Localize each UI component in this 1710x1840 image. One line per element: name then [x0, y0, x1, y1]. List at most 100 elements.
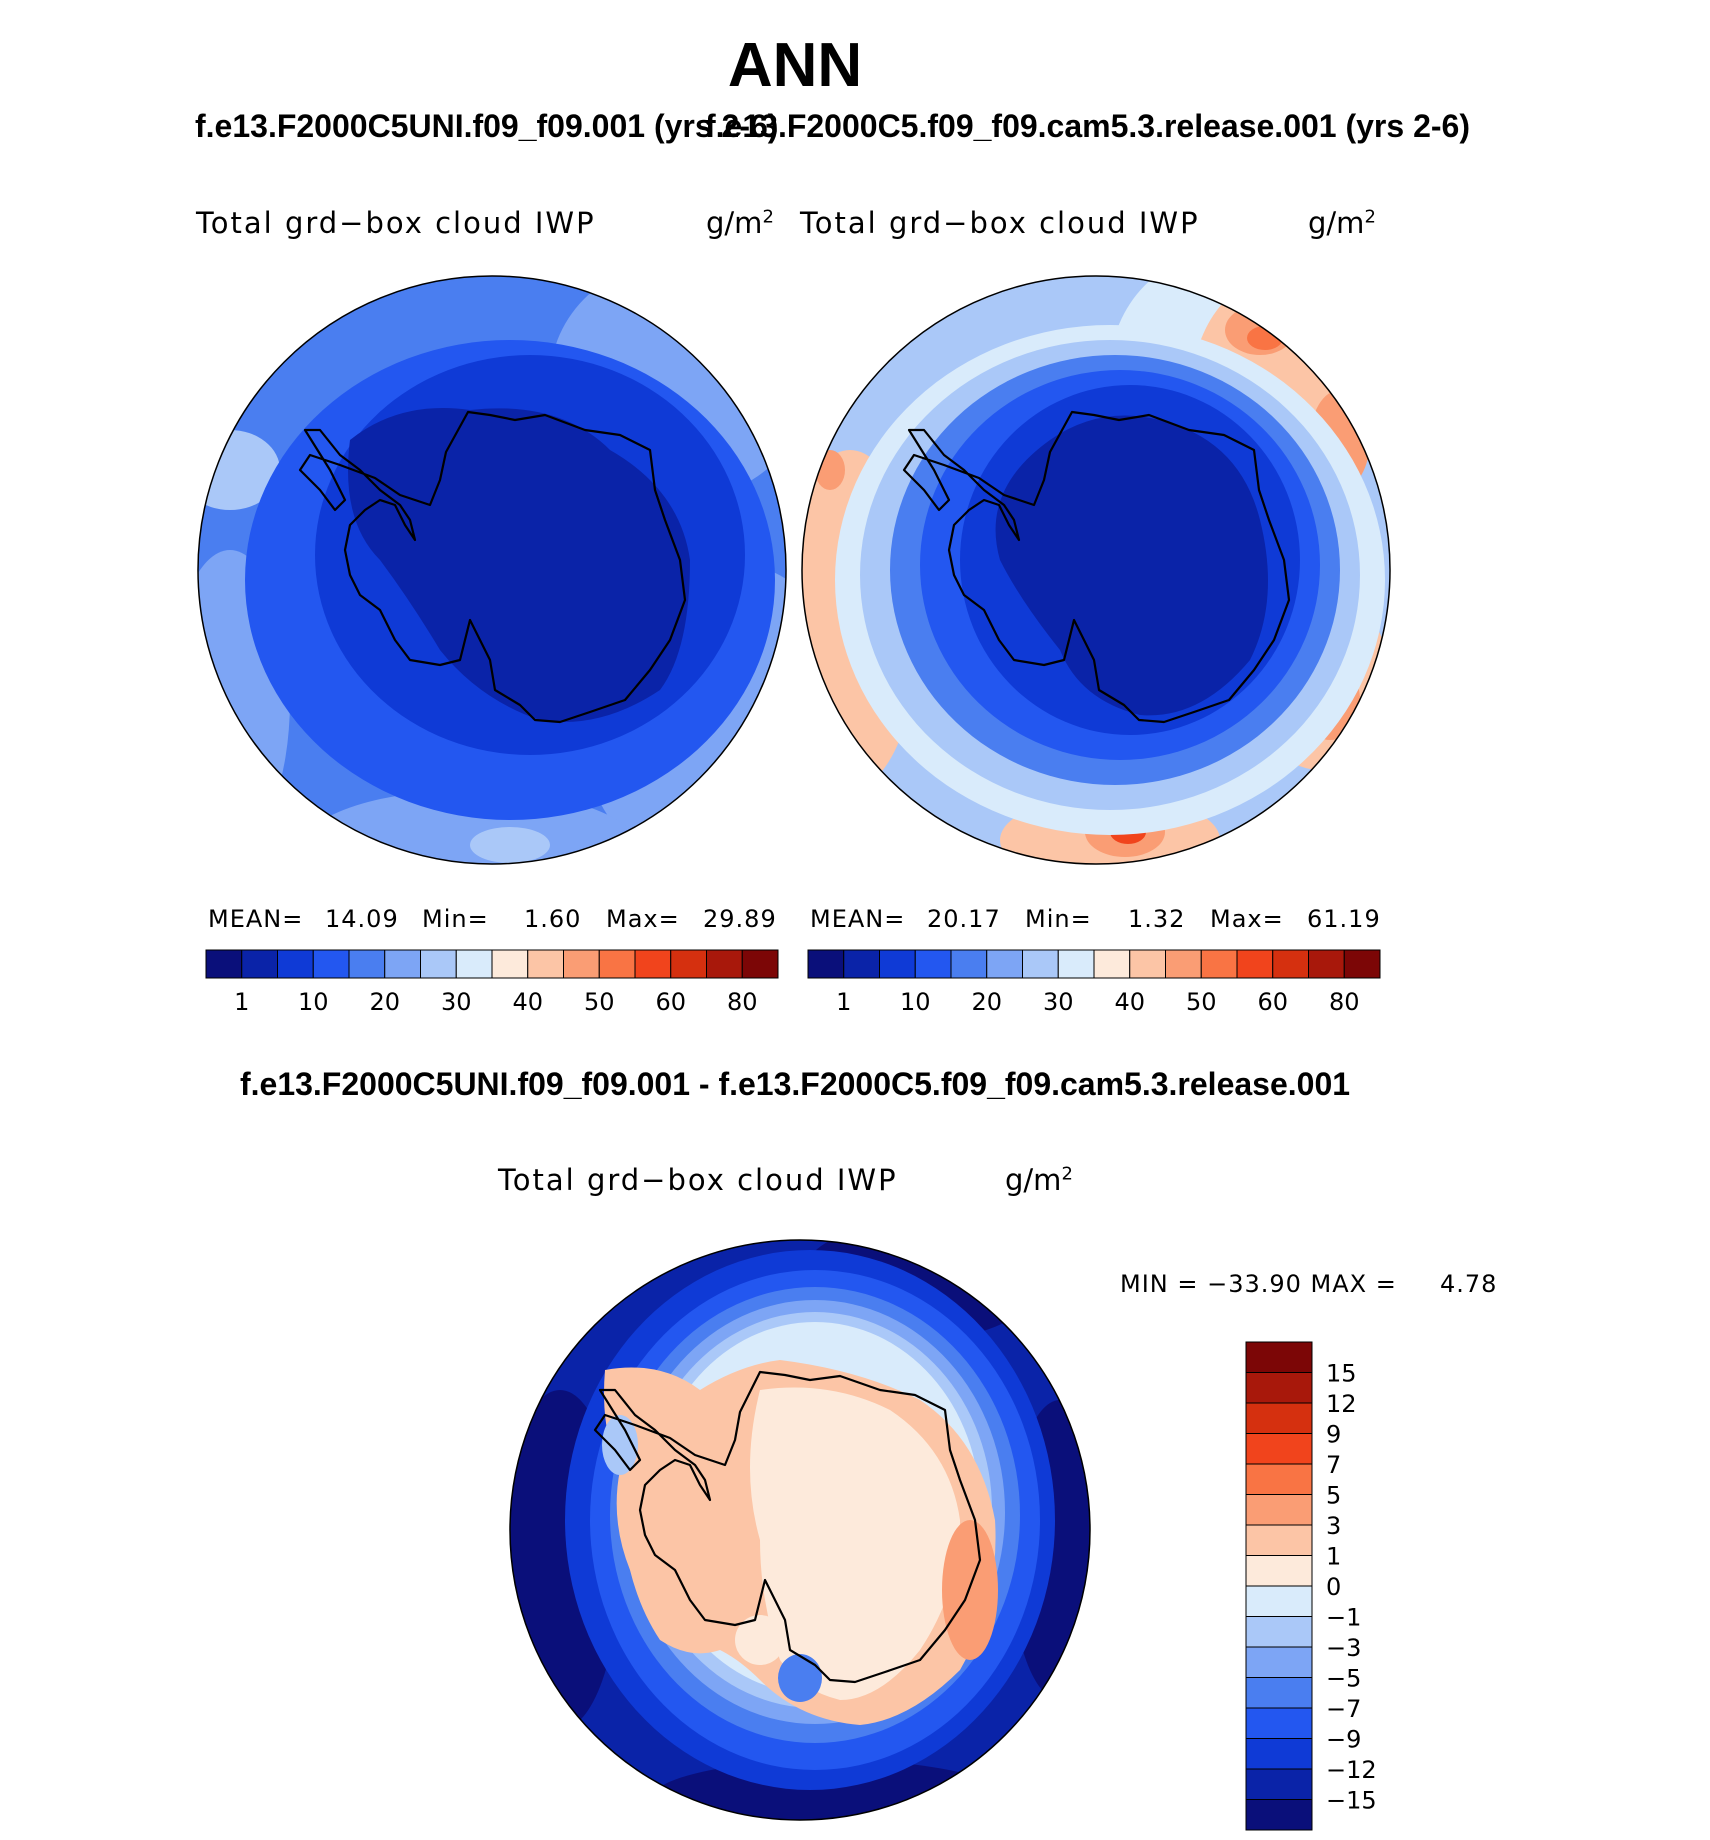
diff-colorbar-tick-label: 7: [1326, 1451, 1341, 1479]
diff-colorbar-swatch: [1245, 1677, 1313, 1709]
panel2-min-value: 1.32: [1128, 905, 1186, 933]
diff-colorbar-tick-label: −15: [1326, 1787, 1377, 1815]
panel2-colorbar-tick-label: 10: [900, 988, 931, 1016]
diff-map-border: [509, 1239, 1091, 1821]
panel1-colorbar-tick-label: 30: [441, 988, 472, 1016]
diff-colorbar-swatch: [1245, 1433, 1313, 1465]
panel2-colorbar: 1 10 20 30 40 50 60 80: [807, 949, 1381, 1016]
panel1-min-value: 1.60: [524, 905, 582, 933]
panel1-map-border: [197, 275, 787, 865]
panel1-max-label: Max=: [606, 905, 680, 933]
diff-colorbar-swatch: [1245, 1799, 1313, 1831]
panel2-colorbar-swatch: [1200, 949, 1238, 979]
panel2-colorbar-swatch: [1093, 949, 1131, 979]
panel1-colorbar-tick-label: 80: [727, 988, 758, 1016]
panel1-colorbar-swatch: [563, 949, 600, 979]
panel1-colorbar-swatch: [491, 949, 529, 979]
panel1-min-label: Min=: [422, 905, 489, 933]
panel1-colorbar-tick-label: 40: [512, 988, 543, 1016]
panel1-colorbar-swatch: [348, 949, 386, 979]
panel1-colorbar-swatch: [241, 949, 278, 979]
panel2-map-border: [801, 275, 1391, 865]
panel2-mean-label: MEAN=: [810, 905, 906, 933]
diff-case-title: f.e13.F2000C5UNI.f09_f09.001 - f.e13.F20…: [239, 1066, 1351, 1102]
panel1-variable-label: Total grd−box cloud IWP: [196, 206, 596, 240]
diff-colorbar-swatch: [1245, 1738, 1313, 1770]
diff-colorbar-tick-label: 3: [1326, 1512, 1341, 1540]
panel2-colorbar-swatch: [1165, 949, 1202, 979]
main-title: ANN: [727, 31, 863, 100]
panel1-colorbar-tick-label: 20: [369, 988, 400, 1016]
panel1-mean-value: 14.09: [325, 905, 399, 933]
diff-colorbar-swatch: [1245, 1555, 1313, 1587]
panel2-colorbar-swatch: [1236, 949, 1274, 979]
diff-minmax-text: MIN = −33.90 MAX = 4.78: [1120, 1270, 1498, 1298]
panel2-max-value: 61.19: [1307, 905, 1381, 933]
diff-colorbar-tick-label: 0: [1326, 1573, 1341, 1601]
panel2-variable-label: Total grd−box cloud IWP: [800, 206, 1200, 240]
diff-colorbar-tick-label: −7: [1326, 1695, 1361, 1723]
panel1-colorbar-swatch: [277, 949, 314, 979]
panel1-colorbar-swatch: [420, 949, 457, 979]
panel1-colorbar-tick-label: 50: [584, 988, 615, 1016]
diff-colorbar-tick-label: 12: [1326, 1390, 1357, 1418]
panel2-colorbar-swatch: [807, 949, 845, 979]
diff-colorbar-swatch: [1245, 1372, 1313, 1404]
panel2-colorbar-tick-label: 30: [1043, 988, 1074, 1016]
panel1-coastline: [298, 410, 687, 724]
panel1-colorbar-swatch: [205, 949, 243, 979]
diff-colorbar-tick-label: 9: [1326, 1421, 1341, 1449]
diff-colorbar-swatch: [1245, 1494, 1313, 1526]
panel2-colorbar-tick-label: 1: [836, 988, 851, 1016]
panel2-colorbar-swatch: [1343, 949, 1381, 979]
diff-colorbar-tick-label: 5: [1326, 1482, 1341, 1510]
panel2-colorbar-tick-label: 60: [1257, 988, 1288, 1016]
diff-colorbar-swatch: [1245, 1707, 1313, 1739]
panel2-colorbar-tick-label: 40: [1114, 988, 1145, 1016]
diff-colorbar-tick-label: −9: [1326, 1726, 1361, 1754]
panel1-colorbar-swatch: [312, 949, 350, 979]
diff-colorbar-tick-label: −12: [1326, 1756, 1377, 1784]
panel1-map: [198, 276, 786, 864]
panel1-units-label: g/m2: [706, 206, 774, 240]
panel2-colorbar-tick-label: 80: [1329, 988, 1360, 1016]
panel2-colorbar-swatch: [843, 949, 880, 979]
diff-map: [510, 1240, 1090, 1820]
panel1-colorbar-tick-label: 1: [234, 988, 249, 1016]
diff-colorbar-swatch: [1245, 1524, 1313, 1556]
panel2-max-label: Max=: [1210, 905, 1284, 933]
panel2-colorbar-tick-label: 50: [1186, 988, 1217, 1016]
panel2-colorbar-swatch: [879, 949, 916, 979]
diff-colorbar-tick-label: 15: [1326, 1360, 1357, 1388]
diff-colorbar-swatch: [1245, 1463, 1313, 1495]
panel1-max-value: 29.89: [703, 905, 777, 933]
panel2-colorbar-swatch: [914, 949, 952, 979]
panel2-colorbar-swatch: [986, 949, 1023, 979]
panel1-colorbar-swatch: [384, 949, 421, 979]
panel1-colorbar: 1 10 20 30 40 50 60 80: [205, 949, 779, 1016]
diff-colorbar-tick-label: −5: [1326, 1665, 1361, 1693]
panel1-colorbar-swatch: [706, 949, 743, 979]
diff-colorbar-swatch: [1245, 1402, 1313, 1434]
diff-variable-label: Total grd−box cloud IWP: [498, 1163, 898, 1197]
diff-colorbar-swatch: [1245, 1768, 1313, 1800]
panel2-map: [802, 276, 1390, 864]
panel2-colorbar-swatch: [1272, 949, 1309, 979]
panel1-mean-label: MEAN=: [208, 905, 304, 933]
diff-colorbar-swatch: [1245, 1646, 1313, 1678]
panel2-min-label: Min=: [1025, 905, 1092, 933]
panel1-case-title: f.e13.F2000C5UNI.f09_f09.001 (yrs 2-6): [195, 108, 779, 144]
panel1-colorbar-swatch: [741, 949, 779, 979]
diff-colorbar-tick-label: 1: [1326, 1543, 1341, 1571]
panel1-colorbar-tick-label: 60: [655, 988, 686, 1016]
panel2-colorbar-swatch: [1022, 949, 1059, 979]
panel2-colorbar-tick-label: 20: [971, 988, 1002, 1016]
panel2-colorbar-swatch: [1129, 949, 1166, 979]
diff-colorbar-swatch: [1245, 1341, 1313, 1373]
panel1-colorbar-swatch: [670, 949, 707, 979]
panel2-units-label: g/m2: [1308, 206, 1376, 240]
panel1-colorbar-swatch: [634, 949, 672, 979]
panel2-colorbar-swatch: [950, 949, 988, 979]
